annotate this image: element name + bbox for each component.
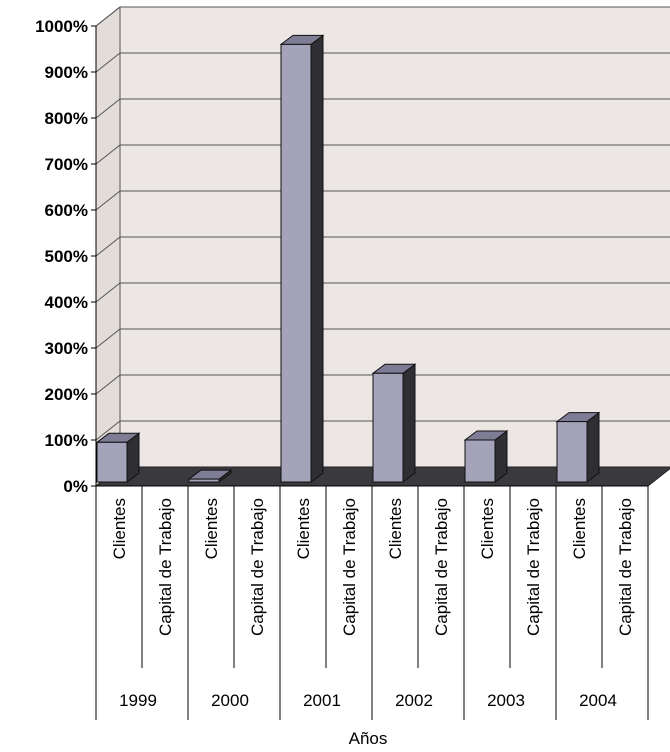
bar-front [556, 421, 588, 483]
gridline [95, 420, 670, 441]
gridline [95, 328, 670, 349]
category-labels: Clientes Capital de Trabajo Clientes Capita… [110, 498, 635, 636]
y-tick-label: 800% [45, 109, 88, 128]
y-tick-label: 900% [45, 63, 88, 82]
year-label: 2002 [395, 691, 433, 710]
gridline [95, 52, 670, 73]
category-label: Capital de Trabajo [248, 498, 267, 636]
y-tick-label: 1000% [35, 17, 88, 36]
year-label: 2000 [211, 691, 249, 710]
bar-front [96, 441, 128, 483]
category-label: Capital de Trabajo [340, 498, 359, 636]
bar [279, 34, 325, 483]
axes [91, 25, 649, 720]
bar-front [372, 372, 404, 483]
gridline [95, 6, 670, 27]
gridline [95, 282, 670, 303]
year-label: 2004 [579, 691, 617, 710]
category-label: Clientes [570, 498, 589, 559]
y-tick-label: 200% [45, 385, 88, 404]
gridline [95, 190, 670, 211]
year-label: 1999 [119, 691, 157, 710]
bar [371, 363, 417, 483]
category-label: Capital de Trabajo [156, 498, 175, 636]
bar [463, 430, 509, 483]
category-label: Clientes [386, 498, 405, 559]
bar-front [464, 439, 496, 483]
bar-front [188, 478, 220, 483]
y-tick-label: 500% [45, 247, 88, 266]
y-tick-label: 100% [45, 431, 88, 450]
grid-lines [95, 6, 670, 487]
y-tick-label: 600% [45, 201, 88, 220]
gridline [95, 98, 670, 119]
gridline [95, 144, 670, 165]
y-tick-label: 700% [45, 155, 88, 174]
category-label: Clientes [110, 498, 129, 559]
bar-side [310, 34, 324, 483]
bars [95, 34, 601, 483]
bar-side [586, 411, 600, 483]
gridline [95, 236, 670, 257]
bar [95, 432, 141, 483]
y-tick-label: 400% [45, 293, 88, 312]
year-label: 2001 [303, 691, 341, 710]
x-axis-title: Años [349, 729, 388, 748]
category-label: Clientes [202, 498, 221, 559]
y-tick-label: 0% [63, 477, 88, 496]
bar-front [280, 43, 312, 483]
category-label: Capital de Trabajo [432, 498, 451, 636]
bar [555, 411, 601, 483]
bar-side [402, 363, 416, 483]
gridline [95, 374, 670, 395]
category-label: Clientes [478, 498, 497, 559]
category-label: Clientes [294, 498, 313, 559]
category-label: Capital de Trabajo [616, 498, 635, 636]
y-tick-labels: 0% 100% 200% 300% 400% 500% 600% 700% 800% 900% 10… [35, 17, 88, 496]
year-labels: 1999 2000 2001 2002 2003 2004 [119, 691, 617, 710]
bar [187, 469, 233, 483]
year-label: 2003 [487, 691, 525, 710]
y-tick-label: 300% [45, 339, 88, 358]
category-label: Capital de Trabajo [524, 498, 543, 636]
